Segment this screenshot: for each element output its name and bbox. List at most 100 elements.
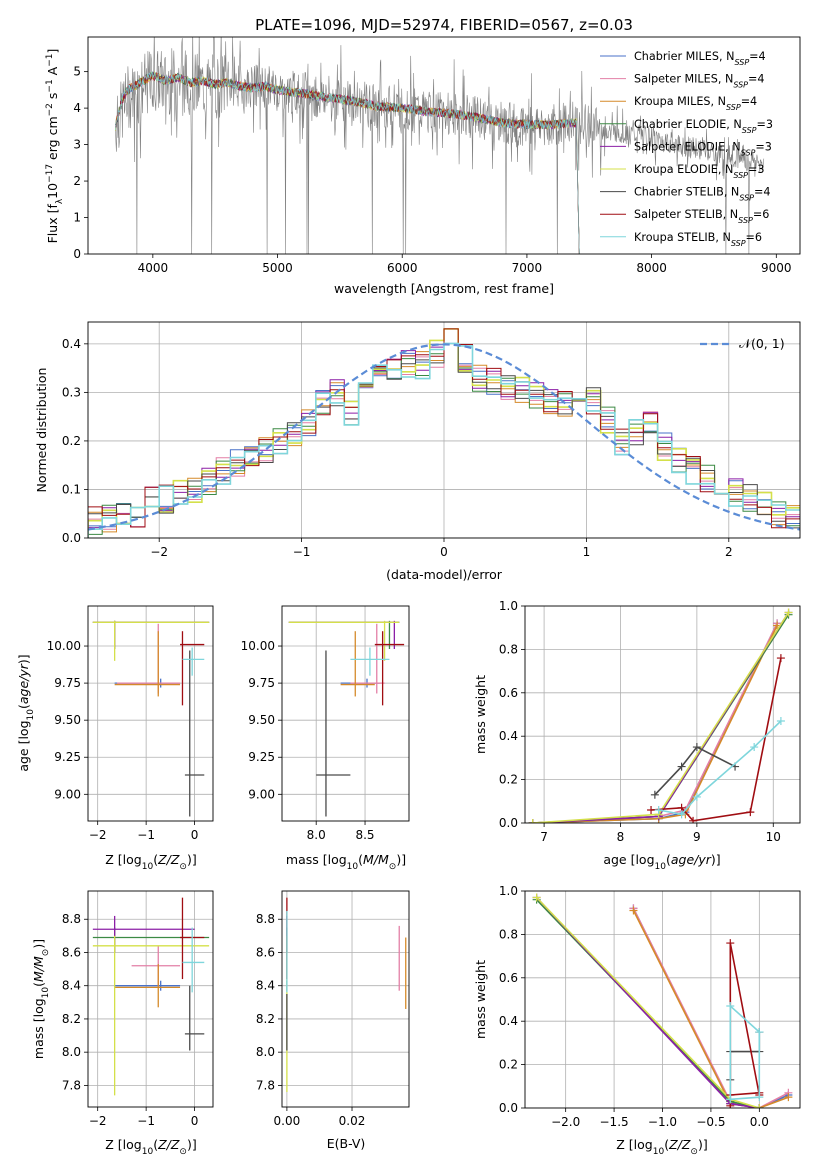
- mass-vs-ebv-xlabel: E(B-V): [327, 1136, 366, 1151]
- weight-line-kroupa-miles: [532, 625, 778, 823]
- x-tick-label: 4000: [138, 261, 169, 275]
- spectrum-axes: 4000 5000 6000 7000 8000 9000 0 1 2 3 4 5 wavelength…: [45, 36, 801, 296]
- y-tick-label: 8.4: [62, 979, 81, 993]
- weight-vs-z-plot-area: [525, 891, 800, 1108]
- y-tick-label: 0.0: [62, 531, 81, 545]
- y-tick-label: 0.3: [62, 385, 81, 399]
- weight-marker-kroupa-miles: [784, 1093, 793, 1102]
- axes-frame: [87, 36, 801, 255]
- x-tick-label: −2: [89, 828, 107, 842]
- x-tick-label: −0.5: [696, 1115, 725, 1129]
- y-tick-label: 0.8: [499, 927, 518, 941]
- y-tick-label: 9.25: [54, 750, 81, 764]
- y-tick-label: 0.2: [499, 1058, 518, 1072]
- x-tick-label: 0: [440, 545, 448, 559]
- weight-line-kroupa-elodie: [532, 612, 790, 823]
- weight-marker-kroupa-stelib: [726, 1002, 735, 1011]
- y-tick-label: 0.0: [499, 816, 518, 830]
- mass-vs-ebv-plot-area: [282, 891, 409, 1107]
- mass-vs-z-plot-area: [88, 891, 213, 1107]
- y-tick-label: 2: [73, 174, 81, 188]
- legend-label-salpeter-miles: Salpeter MILES, NSSP=4: [634, 73, 765, 90]
- y-tick-label: 8.0: [62, 1045, 81, 1059]
- x-tick-label: −1.0: [648, 1115, 677, 1129]
- axes-frame: [87, 890, 214, 1108]
- x-tick-label: 8: [617, 830, 625, 844]
- y-tick-label: 0.4: [499, 729, 518, 743]
- y-tick-label: 7.8: [62, 1078, 81, 1092]
- y-tick-label: 10.00: [241, 639, 275, 653]
- x-tick-label: 6000: [387, 261, 418, 275]
- weight-vs-age-ylabel: mass weight: [473, 675, 488, 754]
- mass-vs-z-xlabel: Z [log10(Z/Z⊙)]: [105, 1137, 196, 1157]
- axes-frame: [281, 890, 410, 1108]
- age-vs-z-ylabel: age [log10(age/yr)]: [16, 654, 36, 771]
- x-tick-label: 8000: [636, 261, 667, 275]
- y-tick-label: 0.1: [62, 482, 81, 496]
- y-tick-label: 9.00: [54, 787, 81, 801]
- x-tick-label: 2: [725, 545, 733, 559]
- x-tick-label: 5000: [262, 261, 293, 275]
- weight-marker-kroupa-stelib: [755, 1093, 764, 1102]
- weight-vs-z-ylabel: mass weight: [473, 960, 488, 1039]
- mass-vs-z-ylabel: mass [log10(M/M⊙)]: [31, 939, 51, 1059]
- y-tick-label: 8.8: [62, 912, 81, 926]
- weight-marker-kroupa-stelib: [654, 805, 663, 814]
- residuals-axes: −2 −1 0 1 2 0.0 0.1 0.2 0.3 0.4 𝒩(0, 1) (data-model…: [34, 321, 801, 582]
- x-tick-label: 9000: [761, 261, 792, 275]
- gaussian-legend-label: 𝒩(0, 1): [739, 336, 785, 351]
- x-tick-label: 0: [191, 1114, 199, 1128]
- weight-vs-age-plot-area: [525, 606, 800, 823]
- legend-label-chabrier-miles: Chabrier MILES, NSSP=4: [634, 50, 766, 67]
- x-tick-label: 0.0: [750, 1115, 769, 1129]
- y-tick-label: 4: [73, 101, 81, 115]
- y-tick-label: 8.2: [256, 1012, 275, 1026]
- axes-frame: [87, 321, 801, 539]
- x-tick-label: −1: [137, 828, 155, 842]
- x-tick-label: −2: [150, 545, 168, 559]
- model-spectrum-chabrier-stelib: [115, 71, 580, 254]
- weight-marker-chabrier-stelib: [692, 743, 701, 752]
- weight-marker-kroupa-stelib: [692, 792, 701, 801]
- weight-vs-age-xlabel: age [log10(age/yr)]: [603, 852, 720, 872]
- weight-marker-kroupa-elodie: [532, 893, 541, 902]
- x-tick-label: 1: [583, 545, 591, 559]
- age-vs-mass-axes: 8.0 8.5 9.00 9.25 9.50 9.75 10.00 mass [log10(M…: [241, 605, 410, 872]
- y-tick-label: 1: [73, 211, 81, 225]
- y-tick-label: 0.6: [499, 971, 518, 985]
- y-tick-label: 9.75: [54, 676, 81, 690]
- weight-marker-salpeter-stelib: [776, 654, 785, 663]
- y-tick-label: 8.8: [256, 912, 275, 926]
- y-tick-label: 0.6: [499, 686, 518, 700]
- age-vs-z-axes: −2 −1 0 9.00 9.25 9.50 9.75 10.00 Z [log10(Z/Z⊙)…: [16, 605, 214, 872]
- y-tick-label: 0.2: [499, 773, 518, 787]
- gaussian-curve: [88, 343, 800, 531]
- weight-marker-chabrier-stelib: [650, 790, 659, 799]
- axes-frame: [281, 605, 410, 822]
- weight-line-chabrier-elodie: [532, 614, 790, 823]
- x-tick-label: 0: [191, 828, 199, 842]
- spectrum-xlabel: wavelength [Angstrom, rest frame]: [334, 281, 554, 296]
- weight-marker-kroupa-elodie: [784, 608, 793, 617]
- axes-frame: [87, 605, 214, 822]
- figure-title: PLATE=1096, MJD=52974, FIBERID=0567, z=0…: [255, 16, 633, 34]
- y-tick-label: 7.8: [256, 1078, 275, 1092]
- weight-marker-salpeter-stelib: [726, 939, 735, 948]
- weight-marker-kroupa-stelib: [677, 810, 686, 819]
- y-tick-label: 9.50: [248, 713, 275, 727]
- y-tick-label: 9.00: [248, 787, 275, 801]
- x-tick-label: 0.02: [339, 1114, 366, 1128]
- x-tick-label: 9: [693, 830, 701, 844]
- y-tick-label: 9.25: [248, 750, 275, 764]
- weight-line-kroupa-stelib: [658, 720, 782, 816]
- x-tick-label: −2: [89, 1114, 107, 1128]
- weight-line-kroupa-stelib: [729, 1004, 761, 1101]
- y-tick-label: 8.4: [256, 979, 275, 993]
- model-spectrum-salpeter-stelib: [115, 72, 580, 254]
- weight-marker-salpeter-stelib: [746, 808, 755, 817]
- weight-line-salpeter-stelib: [729, 942, 761, 1106]
- residuals-ylabel: Normed distribution: [34, 368, 49, 493]
- y-tick-label: 0.4: [62, 337, 81, 351]
- legend-label-kroupa-elodie: Kroupa ELODIE, NSSP=3: [634, 163, 765, 180]
- y-tick-label: 8.2: [62, 1012, 81, 1026]
